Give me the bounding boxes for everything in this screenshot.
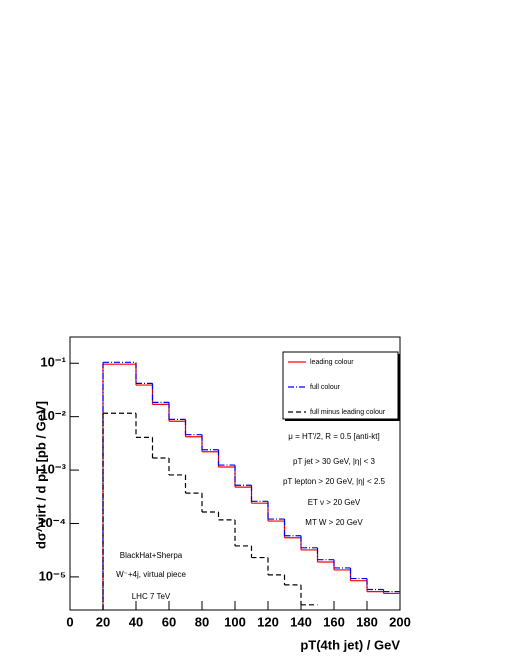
x-axis-label: pT(4th jet) / GeV	[300, 637, 400, 652]
legend-box	[282, 351, 399, 420]
y-tick-label: 10⁻¹	[40, 355, 66, 370]
x-tick-label: 20	[96, 614, 110, 629]
y-tick-label: 10⁻²	[40, 408, 66, 423]
legend-label: full colour	[310, 384, 341, 391]
x-tick-label: 40	[129, 614, 143, 629]
annotation: pT lepton > 20 GeV, |η| < 2.5	[283, 477, 386, 486]
x-tick-label: 140	[290, 614, 312, 629]
x-tick-label: 200	[389, 614, 411, 629]
legend-label: leading colour	[310, 359, 354, 366]
legend-label: full minus leading colour	[310, 409, 386, 416]
x-tick-label: 0	[66, 614, 73, 629]
annotation: MT W > 20 GeV	[305, 518, 363, 527]
x-tick-label: 120	[257, 614, 279, 629]
x-tick-label: 100	[224, 614, 246, 629]
annotation: LHC 7 TeV	[132, 592, 171, 601]
annotation: ET ν > 20 GeV	[308, 498, 361, 507]
y-tick-label: 10⁻⁵	[39, 568, 66, 583]
annotation: pT jet > 30 GeV, |η| < 3	[293, 457, 376, 466]
x-tick-label: 80	[195, 614, 209, 629]
y-tick-label: 10⁻³	[40, 462, 66, 477]
annotation: μ = HT'/2, R = 0.5 [anti-kt]	[288, 432, 380, 441]
x-tick-label: 180	[356, 614, 378, 629]
annotation: W⁻+4j, virtual piece	[116, 570, 186, 579]
annotation: BlackHat+Sherpa	[120, 551, 183, 560]
y-axis-label: dσ^virt / d pT [pb / GeV]	[33, 401, 48, 549]
x-tick-label: 60	[162, 614, 176, 629]
x-tick-label: 160	[323, 614, 345, 629]
y-tick-label: 10⁻⁴	[38, 515, 66, 530]
